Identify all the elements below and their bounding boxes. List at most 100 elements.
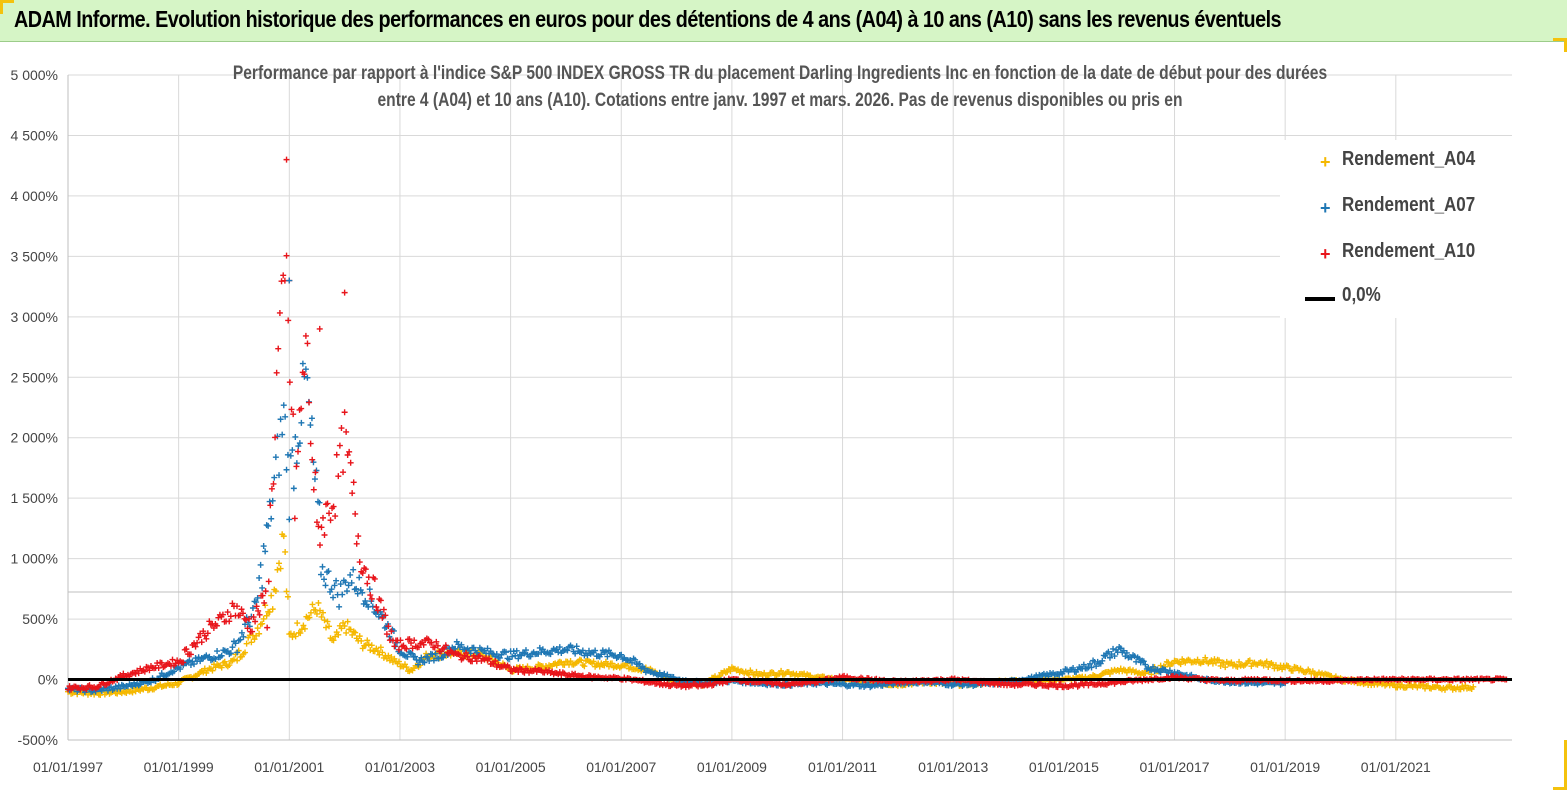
data-point-a07 (429, 651, 436, 658)
data-point-a10 (249, 628, 256, 635)
data-point-a07 (265, 522, 272, 529)
data-point-a07 (350, 566, 357, 573)
data-point-a04 (388, 654, 395, 661)
data-point-a04 (1457, 686, 1464, 693)
data-point-a04 (268, 592, 275, 599)
data-point-a10 (355, 533, 362, 540)
chart-area: -500% 0% 500% 1 000% 1 500% 2 000% 2 500% 3 000… (11, 67, 1512, 775)
corner-accent-top-left-v (0, 0, 3, 14)
data-point-a04 (123, 689, 130, 696)
plus-marker-icon: + (1320, 244, 1331, 264)
data-point-a10 (204, 630, 211, 637)
data-point-a10 (286, 379, 293, 386)
data-point-a04 (344, 618, 351, 625)
data-point-a04 (352, 629, 359, 636)
data-point-a07 (1117, 645, 1124, 652)
data-point-a07 (585, 647, 592, 654)
data-point-a10 (338, 425, 345, 432)
data-point-a04 (297, 630, 304, 637)
data-point-a07 (1111, 653, 1118, 660)
data-point-a07 (319, 563, 326, 570)
corner-accent-top-right-v (1564, 38, 1567, 52)
data-point-a07 (197, 658, 204, 665)
data-point-a04 (365, 641, 372, 648)
data-point-a07 (227, 650, 234, 657)
data-point-a10 (261, 599, 268, 606)
data-point-a10 (264, 624, 271, 631)
data-point-a07 (292, 433, 299, 440)
data-point-a10 (411, 637, 418, 644)
data-point-a10 (380, 606, 387, 613)
data-point-a10 (359, 570, 366, 577)
data-point-a10 (291, 515, 298, 522)
data-point-a04 (326, 623, 333, 630)
data-point-a07 (506, 656, 513, 663)
data-point-a07 (1110, 645, 1117, 652)
data-point-a04 (251, 636, 258, 643)
data-point-a04 (1220, 659, 1227, 666)
data-point-a07 (362, 597, 369, 604)
data-point-a07 (195, 654, 202, 661)
data-point-a07 (289, 447, 296, 454)
data-point-a07 (321, 576, 328, 583)
data-point-a04 (318, 613, 325, 620)
chart-title-line-1: Performance par rapport à l'indice S&P 5… (232, 63, 1328, 84)
data-point-a04 (1208, 657, 1215, 664)
data-point-a04 (1209, 660, 1216, 667)
data-point-a07 (1093, 663, 1100, 670)
data-point-a10 (146, 667, 153, 674)
data-point-a10 (268, 485, 275, 492)
data-point-a07 (272, 454, 279, 461)
data-point-a10 (244, 625, 251, 632)
data-point-a07 (535, 650, 542, 657)
data-point-a10 (321, 531, 328, 538)
data-point-a04 (321, 617, 328, 624)
data-point-a10 (306, 399, 313, 406)
data-point-a04 (338, 625, 345, 632)
data-point-a04 (230, 656, 237, 663)
data-point-a07 (518, 652, 525, 659)
data-point-a04 (403, 664, 410, 671)
data-point-a10 (265, 578, 272, 585)
data-point-a04 (1228, 659, 1235, 666)
data-point-a07 (1120, 647, 1127, 654)
data-point-a10 (434, 642, 441, 649)
data-point-a07 (224, 648, 231, 655)
data-point-a10 (307, 440, 314, 447)
x-tick-label: 01/01/2007 (586, 759, 656, 775)
x-tick-label: 01/01/2019 (1250, 759, 1320, 775)
data-point-a04 (1279, 666, 1286, 673)
data-point-a04 (292, 633, 299, 640)
data-point-a04 (284, 593, 291, 600)
data-point-a10 (206, 618, 213, 625)
data-point-a10 (332, 513, 339, 520)
data-point-a07 (299, 360, 306, 367)
data-point-a10 (316, 542, 323, 549)
data-point-a04 (316, 607, 323, 614)
data-point-a10 (83, 686, 90, 693)
data-point-a10 (210, 624, 217, 631)
data-point-a10 (391, 643, 398, 650)
plus-marker-icon: + (1320, 198, 1331, 218)
data-point-a07 (280, 402, 287, 409)
y-tick-label: 3 000% (11, 309, 58, 325)
data-point-a07 (1086, 660, 1093, 667)
data-point-a07 (515, 655, 522, 662)
data-point-a04 (753, 668, 760, 675)
y-tick-label: 2 000% (11, 430, 58, 446)
data-point-a04 (313, 610, 320, 617)
data-point-a10 (259, 592, 266, 599)
data-point-a07 (237, 636, 244, 643)
data-point-a07 (331, 582, 338, 589)
data-point-a04 (300, 622, 307, 629)
data-point-a10 (293, 463, 300, 470)
data-point-a07 (415, 661, 422, 668)
data-point-a07 (592, 647, 599, 654)
data-point-a10 (255, 607, 262, 614)
data-point-a04 (1216, 657, 1223, 664)
data-point-a07 (187, 661, 194, 668)
data-point-a04 (129, 689, 136, 696)
data-point-a10 (195, 634, 202, 641)
data-point-a10 (275, 345, 282, 352)
data-point-a04 (727, 668, 734, 675)
